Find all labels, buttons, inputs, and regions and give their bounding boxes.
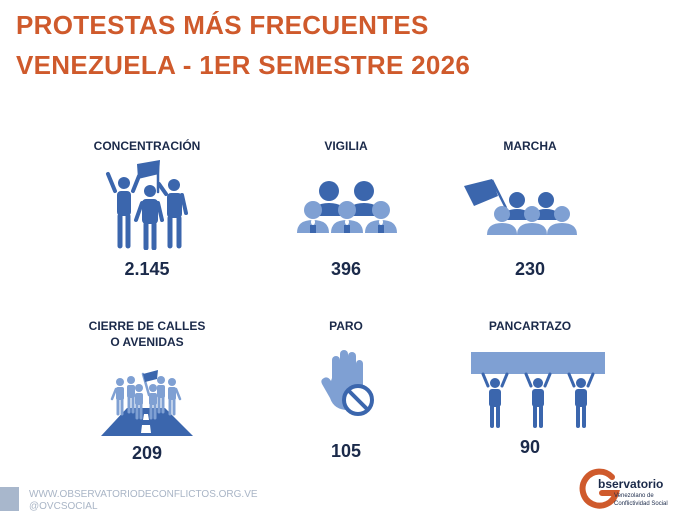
category-label-vigilia: VIGILIA: [324, 139, 368, 153]
page-subtitle: VENEZUELA - 1ER SEMESTRE 2026: [16, 50, 471, 80]
footer-website-link[interactable]: WWW.OBSERVATORIODECONFLICTOS.ORG.VE: [29, 489, 258, 500]
category-label-paro: PARO: [329, 319, 363, 333]
footer-accent-square: [0, 487, 19, 511]
logo-g-icon: [578, 465, 622, 511]
category-value-marcha: 230: [514, 259, 546, 279]
logo-title: bservatorio: [598, 477, 664, 491]
stop-hand-icon: [320, 348, 378, 418]
logo-subtitle-line2: Conflictividad Social: [614, 501, 668, 507]
march-with-flag-icon: [462, 176, 582, 236]
footer-social-handle[interactable]: @OVCSOCIAL: [29, 501, 98, 512]
category-value-paro: 105: [330, 441, 362, 461]
category-value-vigilia: 396: [330, 259, 362, 279]
category-label-concentracion: CONCENTRACIÓN: [93, 139, 201, 153]
banner-holders-icon: [471, 352, 605, 428]
category-value-concentracion: 2.145: [124, 259, 170, 279]
category-value-cierre: 209: [131, 443, 163, 463]
category-label-cierre-line1: CIERRE DE CALLES: [88, 319, 206, 333]
observatorio-logo: bservatorio Venezolano de Conflictividad…: [578, 465, 673, 515]
category-label-marcha: MARCHA: [503, 139, 557, 153]
page-title: PROTESTAS MÁS FRECUENTES: [16, 10, 429, 40]
road-blockade-icon: [99, 366, 195, 438]
crowd-with-flag-icon: [104, 158, 190, 250]
category-value-pancartazo: 90: [519, 437, 541, 457]
candlelight-vigil-icon: [296, 180, 400, 234]
category-label-cierre-line2: O AVENIDAS: [110, 335, 184, 349]
category-label-pancartazo: PANCARTAZO: [488, 319, 572, 333]
logo-subtitle-line1: Venezolano de: [614, 493, 654, 499]
